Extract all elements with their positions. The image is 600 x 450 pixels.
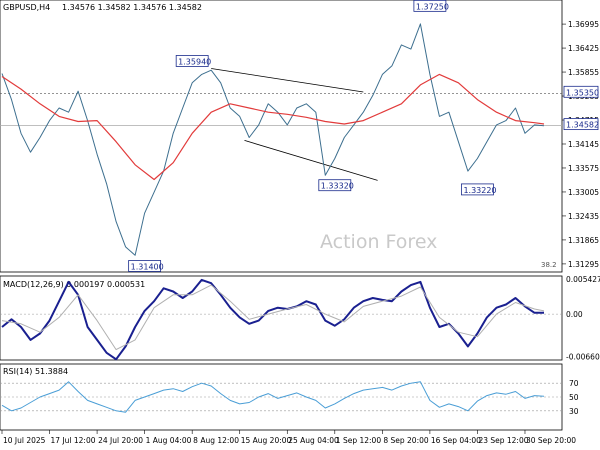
price-tick-label: 1.31295 <box>568 260 599 269</box>
price-tick-label: 1.31865 <box>568 236 599 245</box>
price-tick-label: 1.35855 <box>568 68 599 77</box>
rsi-series-rsi <box>1 381 545 413</box>
level-label-box <box>461 183 494 196</box>
price-series-moving-average <box>1 73 545 181</box>
rsi-series-group <box>1 381 545 413</box>
macd-series-signal <box>1 284 545 351</box>
level-label-text: 1.37250 <box>416 2 449 11</box>
resistance-level-label-box <box>563 85 599 98</box>
date-tick-label: 24 Jul 20:00 <box>98 436 143 445</box>
resistance-level-label-text: 1.35350 <box>566 88 599 97</box>
rsi-axis-ticks: 70 50 30 <box>569 379 579 416</box>
price-tick-label: 1.32435 <box>568 212 599 221</box>
date-tick-label: 25 Aug 04:00 <box>288 436 339 445</box>
level-label-box <box>413 0 447 12</box>
fib-note: 38.2 <box>541 261 557 269</box>
price-tick-label: 1.33005 <box>568 188 599 197</box>
level-label-text: 1.35940 <box>178 57 211 66</box>
price-title: GBPUSD,H4 <box>3 3 50 12</box>
date-tick-label: 1 Sep 12:00 <box>336 436 382 445</box>
macd-tick-label: 0.005427 <box>566 275 600 284</box>
trendline <box>211 68 364 93</box>
price-series-close <box>1 23 545 256</box>
date-tick-label: 16 Sep 04:00 <box>431 436 481 445</box>
macd-series-macd <box>1 278 544 361</box>
reference-lines <box>0 68 562 412</box>
date-tick-label: 23 Sep 12:00 <box>478 436 528 445</box>
date-tick-label: 30 Sep 20:00 <box>526 436 576 445</box>
date-tick-label: 8 Sep 20:00 <box>383 436 429 445</box>
price-panel-frame <box>0 0 563 273</box>
level-label-box <box>318 179 352 192</box>
current-price-label-text: 1.34582 <box>566 121 599 130</box>
macd-title: MACD(12,26,9) 0.000197 0.000531 <box>3 280 145 289</box>
date-tick-label: 10 Jul 2025 <box>3 436 46 445</box>
price-ohlc: 1.34576 1.34582 1.34576 1.34582 <box>62 3 202 12</box>
price-tick-label: 1.36995 <box>568 20 599 29</box>
price-tick-label: 1.36425 <box>568 44 599 53</box>
macd-tick-label: -0.006603 <box>566 353 600 362</box>
rsi-title: RSI(14) 51.3884 <box>3 367 68 376</box>
level-labels-group: 1.35350 1.34582 1.37250 1.35940 1.33320 1.332… <box>128 0 599 272</box>
date-tick-label: 1 Aug 04:00 <box>146 436 192 445</box>
macd-series-group <box>1 278 545 361</box>
date-tick-label: 15 Aug 20:00 <box>241 436 292 445</box>
macd-axis-ticks: 0.005427 0.00 -0.006603 <box>566 275 600 362</box>
current-price-label-box <box>563 118 599 131</box>
price-axis-ticks: 1.369951.364251.358551.352851.347151.341… <box>562 20 599 269</box>
trendline <box>244 140 378 181</box>
price-tick-label: 1.33575 <box>568 164 599 173</box>
rsi-tick-label: 70 <box>569 379 579 388</box>
rsi-tick-label: 30 <box>569 407 579 416</box>
watermark-text: Action Forex <box>320 231 437 253</box>
level-label-text: 1.33320 <box>321 182 354 191</box>
level-label-box <box>175 55 209 67</box>
date-tick-label: 8 Aug 12:00 <box>193 436 239 445</box>
price-series-group <box>1 23 545 256</box>
macd-tick-label: 0.00 <box>566 310 583 319</box>
rsi-tick-label: 50 <box>569 393 579 402</box>
macd-panel-frame <box>0 275 563 361</box>
level-label-text: 1.33220 <box>463 186 496 195</box>
level-label-box <box>128 260 162 272</box>
date-tick-label: 17 Jul 12:00 <box>51 436 96 445</box>
price-tick-label: 1.34145 <box>568 140 599 149</box>
date-axis-ticks: 10 Jul 2025 17 Jul 12:00 24 Jul 20:00 1 Aug… <box>1 430 576 445</box>
level-label-text: 1.31400 <box>131 262 164 271</box>
